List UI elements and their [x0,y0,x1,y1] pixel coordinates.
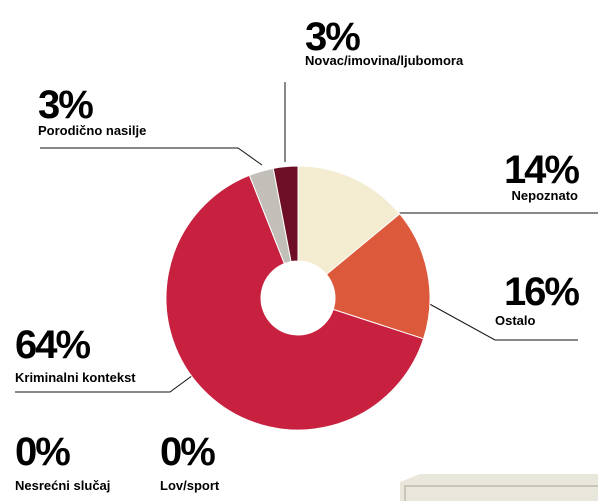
category-label: Nesrećni slučaj [15,478,110,493]
value-label: 3% [38,83,93,127]
category-label: Kriminalni kontekst [15,370,136,385]
slice [297,165,401,276]
slice [272,165,299,263]
value-label: 0% [15,430,70,474]
value-label: 3% [305,15,360,59]
decoration [404,485,598,501]
value-label: 16% [504,270,579,314]
leader-line [40,147,263,166]
category-label: Novac/imovina/ljubomora [305,53,464,68]
value-label: 64% [15,323,90,367]
value-label: 0% [160,430,215,474]
slice [165,174,425,431]
value-label: 14% [504,148,579,192]
category-label: Lov/sport [160,478,220,493]
category-label: Porodično nasilje [38,123,146,138]
slice [325,213,431,340]
decoration [400,474,598,501]
category-label: Nepoznato [512,188,579,203]
category-label: Ostalo [495,313,536,328]
